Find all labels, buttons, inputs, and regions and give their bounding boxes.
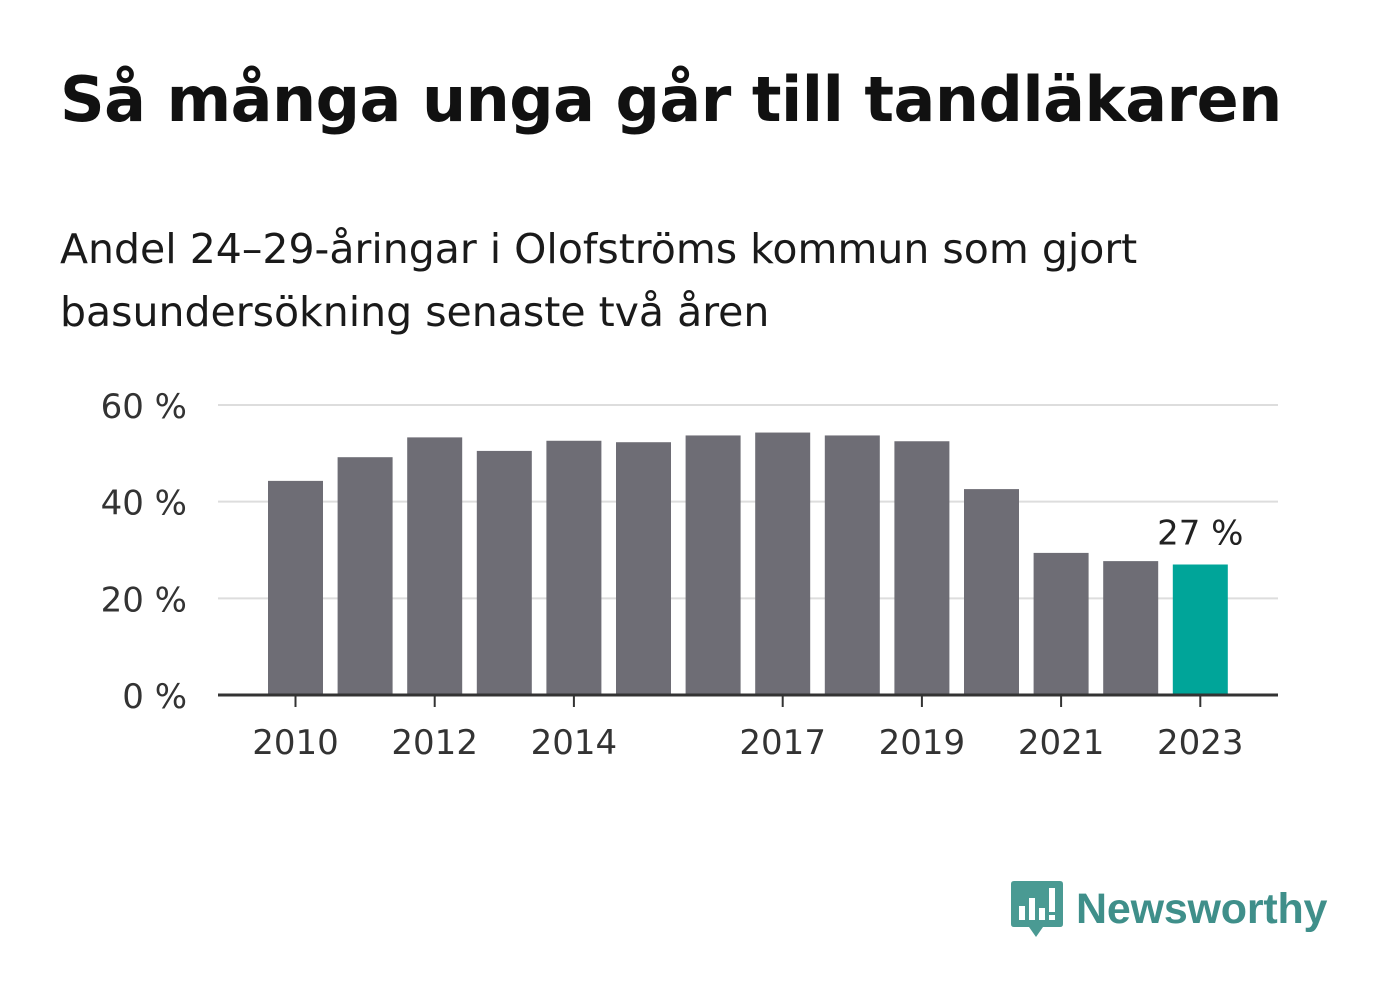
bar-2012 [407,437,463,695]
bar-2016 [685,435,741,695]
y-axis-labels: 0 % 20 % 40 % 60 % [101,387,187,717]
y-tick-label: 60 % [101,387,187,427]
y-tick-label: 40 % [101,484,187,524]
y-tick-label: 0 % [122,677,187,717]
data-label-2023: 27 % [1157,514,1243,554]
brand-name: Newsworthy [1076,884,1328,933]
x-axis [218,693,1278,707]
bar-2020 [964,489,1019,695]
grid-lines [218,404,1278,600]
x-tick-label: 2017 [739,723,826,763]
x-tick-label: 2021 [1018,723,1105,763]
bar-2019 [894,441,950,695]
bar-2011 [337,457,393,695]
x-axis-labels: 2010 2012 2014 2017 2019 2021 2023 [252,723,1243,763]
x-tick-label: 2023 [1157,723,1244,763]
x-tick-label: 2019 [879,723,966,763]
bar-2018 [824,435,880,695]
newsworthy-bar-chart-bubble-icon [1011,881,1063,937]
bar-2014 [546,440,602,695]
annotations: 27 % [1157,514,1243,554]
chart-subtitle: Andel 24–29-åringar i Olofströms kommun … [60,225,1138,336]
bar-2023 [1172,564,1228,695]
bar-2015 [616,442,671,695]
x-tick-label: 2014 [531,723,618,763]
x-tick-label: 2012 [391,723,478,763]
chart-title: Så många unga går till tandläkaren [60,63,1282,136]
bar-2017 [755,432,811,695]
y-tick-label: 20 % [101,580,187,620]
bars [268,432,1228,695]
newsworthy-logo: Newsworthy [1010,878,1327,940]
bar-2022 [1103,561,1159,695]
bar-2010 [268,480,323,695]
bar-2013 [476,450,532,695]
x-tick-label: 2010 [252,723,339,763]
bar-2021 [1033,552,1089,695]
